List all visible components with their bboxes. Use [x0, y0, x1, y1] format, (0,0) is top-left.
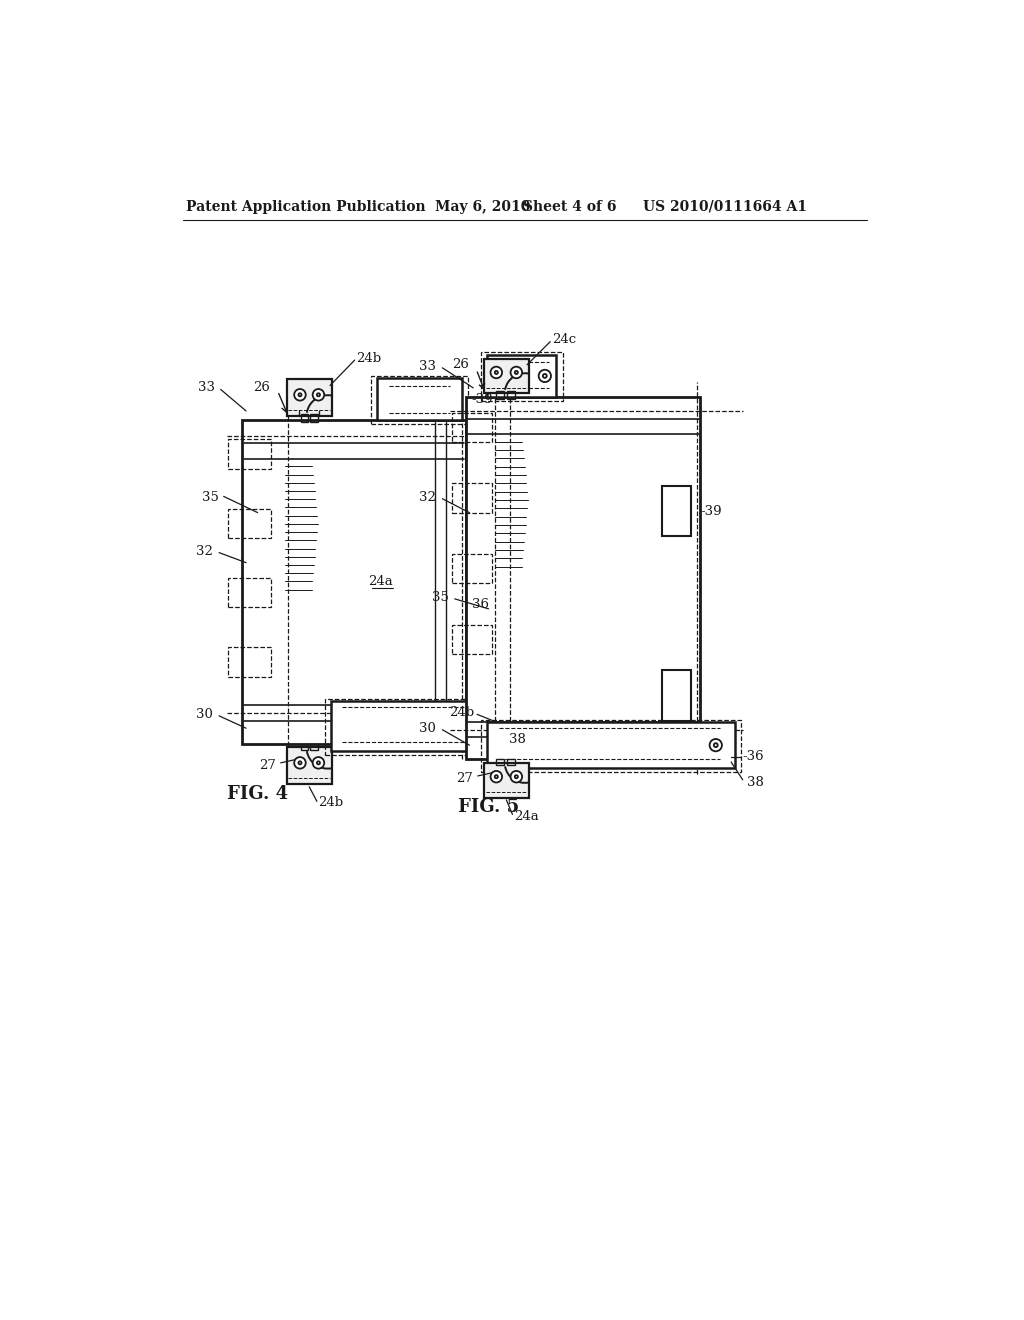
- Circle shape: [298, 393, 301, 396]
- Circle shape: [511, 771, 522, 783]
- Text: 26: 26: [253, 381, 270, 395]
- Bar: [287, 379, 332, 416]
- Bar: [310, 743, 317, 750]
- Bar: [481, 352, 562, 401]
- Circle shape: [511, 367, 522, 379]
- Text: 35: 35: [432, 591, 449, 603]
- Circle shape: [294, 758, 306, 768]
- Bar: [487, 722, 735, 768]
- Text: -39: -39: [700, 504, 722, 517]
- Bar: [287, 747, 332, 784]
- Text: 24c: 24c: [552, 333, 575, 346]
- Circle shape: [294, 389, 306, 400]
- Bar: [507, 759, 515, 766]
- Bar: [228, 440, 271, 469]
- Bar: [325, 700, 506, 755]
- Bar: [228, 578, 271, 607]
- Bar: [371, 376, 468, 424]
- Circle shape: [316, 393, 319, 396]
- Text: 38: 38: [746, 776, 764, 788]
- Text: 30: 30: [420, 722, 436, 735]
- Text: 32: 32: [420, 491, 436, 504]
- Circle shape: [539, 370, 551, 381]
- Bar: [301, 414, 308, 422]
- Text: 26: 26: [452, 358, 469, 371]
- Text: 24b: 24b: [450, 706, 475, 719]
- Bar: [452, 626, 493, 655]
- Circle shape: [515, 371, 518, 374]
- Bar: [484, 763, 528, 797]
- Text: -39: -39: [471, 392, 493, 405]
- Circle shape: [298, 762, 301, 764]
- Bar: [497, 759, 504, 766]
- Bar: [497, 391, 504, 399]
- Circle shape: [495, 775, 498, 779]
- Bar: [452, 554, 493, 583]
- Text: US 2010/0111664 A1: US 2010/0111664 A1: [643, 199, 807, 214]
- Circle shape: [490, 367, 502, 379]
- Bar: [310, 414, 317, 422]
- Text: 33: 33: [419, 360, 436, 372]
- Circle shape: [495, 371, 498, 374]
- Bar: [331, 701, 500, 751]
- Text: FIG. 5: FIG. 5: [458, 797, 519, 816]
- Circle shape: [515, 775, 518, 779]
- Bar: [507, 391, 515, 399]
- Bar: [452, 412, 493, 442]
- Text: -36: -36: [742, 750, 764, 763]
- Text: 32: 32: [196, 545, 213, 557]
- Circle shape: [312, 389, 325, 400]
- Text: 36: 36: [472, 598, 488, 611]
- Text: FIG. 4: FIG. 4: [226, 784, 288, 803]
- Text: Sheet 4 of 6: Sheet 4 of 6: [523, 199, 616, 214]
- Circle shape: [714, 743, 718, 747]
- Text: 35: 35: [202, 491, 219, 504]
- Circle shape: [316, 762, 319, 764]
- Text: 33: 33: [199, 381, 215, 395]
- Bar: [662, 486, 691, 536]
- Circle shape: [312, 758, 325, 768]
- Bar: [228, 508, 271, 539]
- Bar: [243, 420, 466, 743]
- Text: May 6, 2010: May 6, 2010: [435, 199, 530, 214]
- Bar: [481, 719, 741, 772]
- Bar: [662, 671, 691, 721]
- Circle shape: [710, 739, 722, 751]
- Bar: [452, 483, 493, 512]
- Text: 27: 27: [457, 772, 473, 785]
- Text: 38: 38: [509, 733, 526, 746]
- Text: Patent Application Publication: Patent Application Publication: [186, 199, 426, 214]
- Text: 27: 27: [259, 759, 276, 772]
- Bar: [466, 397, 700, 759]
- Bar: [487, 355, 556, 397]
- Bar: [228, 647, 271, 677]
- Text: 24b: 24b: [356, 352, 381, 366]
- Bar: [301, 743, 308, 750]
- Text: 30: 30: [196, 708, 213, 721]
- Text: 24a: 24a: [514, 810, 539, 824]
- Bar: [377, 378, 462, 420]
- Circle shape: [490, 771, 502, 783]
- Bar: [484, 359, 528, 393]
- Text: 24a: 24a: [369, 576, 393, 589]
- Text: 24b: 24b: [318, 796, 344, 809]
- Circle shape: [543, 374, 547, 378]
